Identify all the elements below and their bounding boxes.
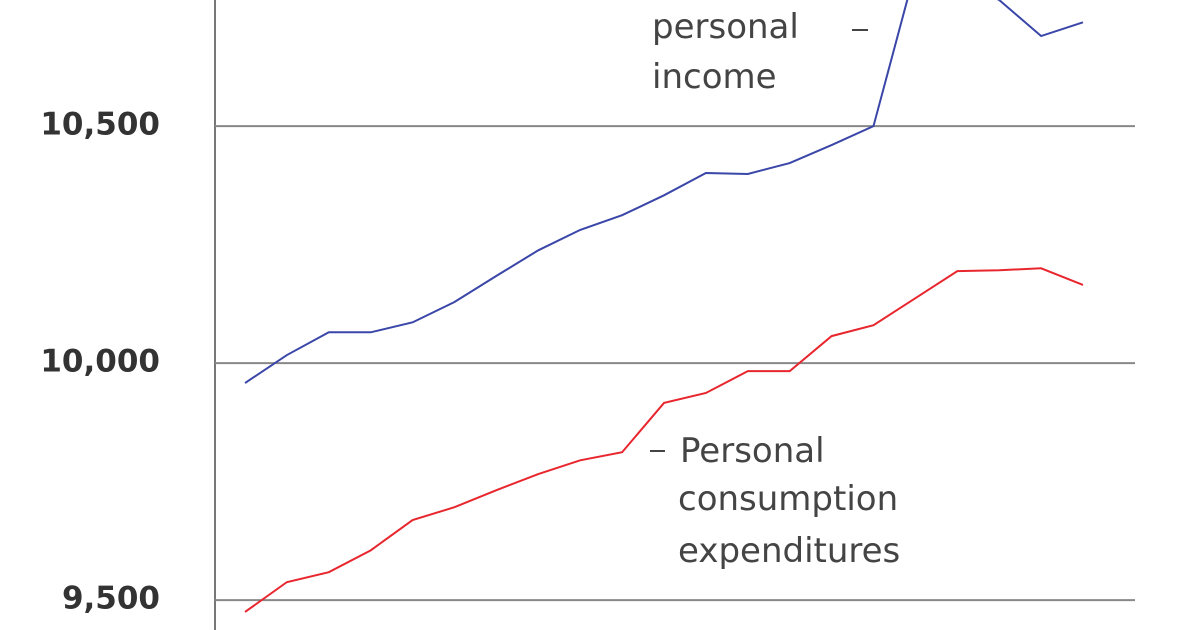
- grid: [215, 125, 1135, 602]
- annotation: income: [652, 57, 777, 97]
- y-tick-label: 9,500: [62, 581, 160, 617]
- annotation: expenditures: [678, 531, 900, 571]
- series-line: [244, 0, 1084, 384]
- y-tick-label: 10,500: [40, 107, 160, 143]
- annotation: Personal: [680, 431, 825, 471]
- series-line: [244, 267, 1084, 613]
- plot-area: [244, 0, 1084, 613]
- series-label: personal income: [652, 7, 868, 97]
- annotation: consumption: [678, 479, 898, 519]
- annotation: personal: [652, 7, 799, 47]
- y-tick-label: 10,000: [40, 344, 160, 380]
- series-label: Personal consumption expenditures: [650, 431, 900, 571]
